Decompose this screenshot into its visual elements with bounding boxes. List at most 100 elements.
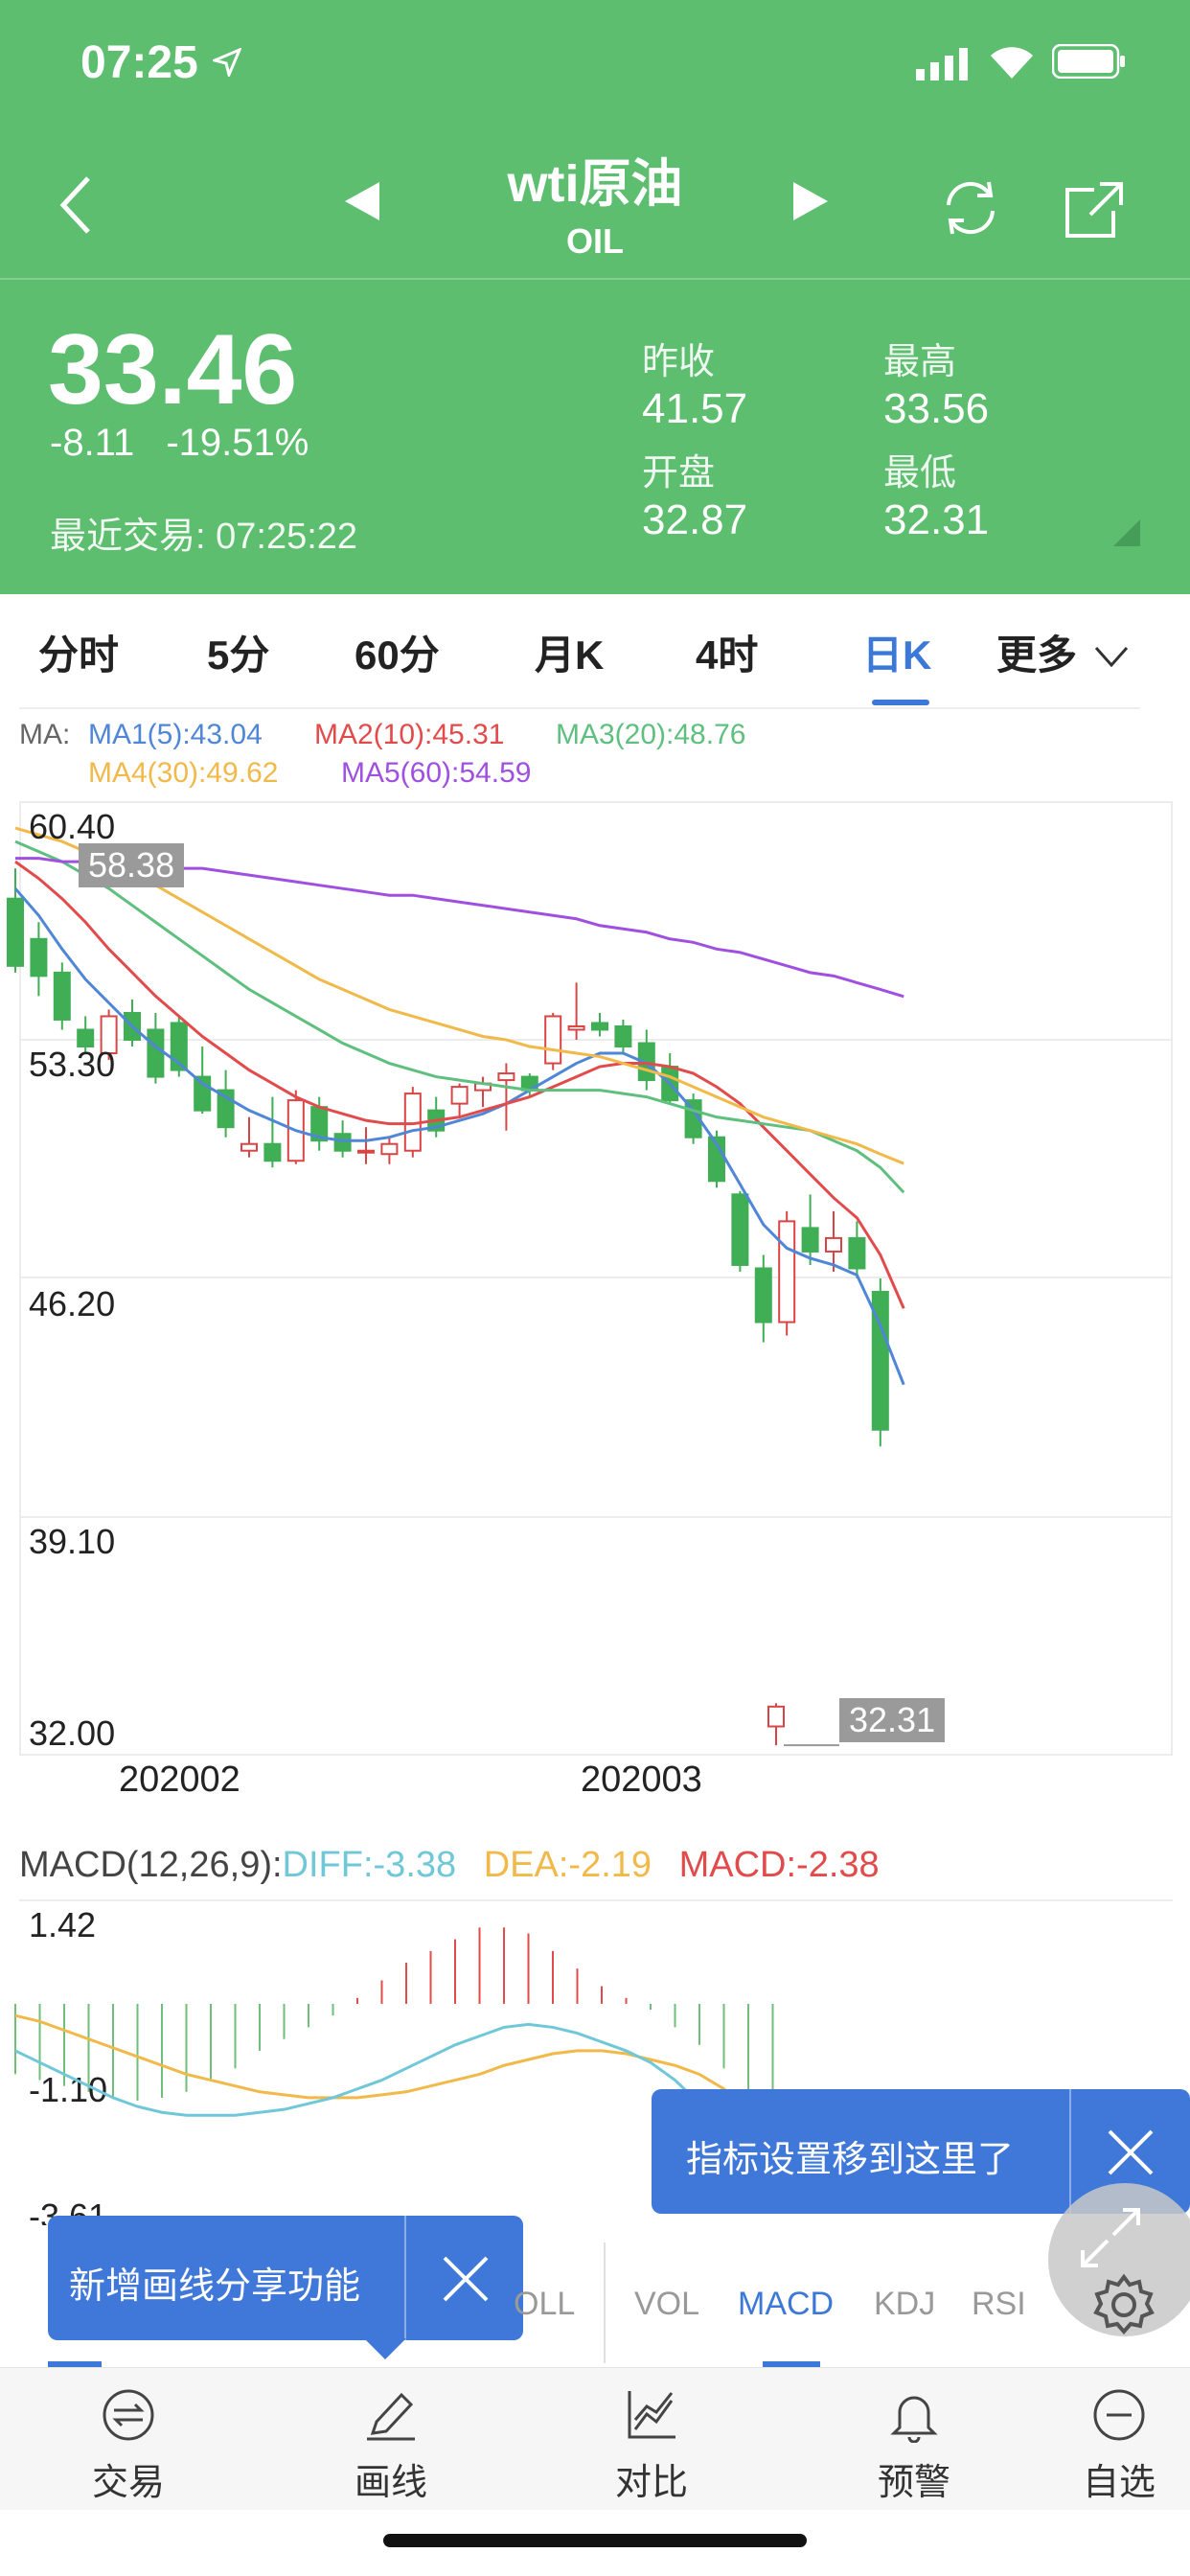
candle [614, 1024, 632, 1048]
kline-chart-frame[interactable] [19, 801, 1173, 1756]
nav-trade[interactable]: 交易 [52, 2387, 205, 2505]
dea-legend: DEA:-2.19 [483, 1845, 652, 1885]
candle [333, 1133, 352, 1152]
ma-line-1 [13, 887, 905, 1386]
y-axis-label: 39.10 [29, 1522, 116, 1561]
low-label: 最低 [883, 453, 957, 494]
last-trade-time: 最近交易: 07:25:22 [50, 517, 358, 557]
symbol-code: OIL [566, 221, 624, 261]
tab-5min[interactable]: 5分 [207, 632, 270, 678]
candle [754, 1267, 772, 1323]
ma2-legend: MA2(10):45.31 [314, 719, 505, 750]
dea-line [14, 2013, 774, 2134]
tooltip-divider [1069, 2089, 1071, 2214]
close-icon[interactable] [1106, 2128, 1156, 2177]
candle [170, 1022, 188, 1071]
candle [801, 1227, 819, 1253]
tab-timeshare[interactable]: 分时 [38, 632, 120, 678]
candle [240, 1142, 258, 1152]
ma1-legend: MA1(5):43.04 [88, 719, 263, 750]
expand-corner-icon[interactable] [1111, 518, 1142, 548]
macd-top-border [19, 1899, 1173, 1901]
next-symbol-icon[interactable] [791, 180, 832, 222]
y-axis-label: 60.40 [29, 807, 116, 846]
high-label: 最高 [883, 342, 957, 382]
grid-line [19, 1516, 1173, 1518]
header: 07:25 wti原油 OIL 33.46 -8.11 [0, 0, 1190, 594]
indicator-tab-macd[interactable]: MACD [738, 2286, 835, 2322]
tab-month-k[interactable]: 月K [535, 632, 605, 678]
open-value: 32.87 [642, 496, 748, 543]
minus-circle-icon [1093, 2389, 1145, 2441]
x-axis-label: 202003 [581, 1760, 702, 1800]
candle [848, 1236, 866, 1270]
nav-watchlist-label: 自选 [1082, 2463, 1156, 2503]
back-icon[interactable] [57, 174, 96, 236]
title-block: wti原油 OIL [0, 153, 1190, 263]
zoom-fab[interactable] [1048, 2183, 1190, 2336]
prev-symbol-icon[interactable] [341, 180, 381, 222]
change-value: -8.11 [50, 422, 135, 464]
new-draw-share-text: 新增画线分享功能 [69, 2266, 361, 2307]
candle [871, 1291, 889, 1431]
diff-legend: DIFF:-3.38 [282, 1845, 457, 1885]
indicator-moved-text: 指标设置移到这里了 [686, 2140, 1015, 2180]
low-marker-tag: 32.31 [839, 1698, 946, 1742]
new-draw-share-tooltip: 新增画线分享功能 [48, 2216, 523, 2359]
diff-line [14, 2022, 774, 2203]
left-tab-indicator [48, 2361, 102, 2367]
nav-compare-label: 对比 [614, 2463, 688, 2503]
nav-alert[interactable]: 预警 [837, 2387, 991, 2505]
indicator-tab-boll[interactable]: OLL [514, 2286, 576, 2322]
expand-arrows-icon [1081, 2208, 1140, 2267]
candle [7, 897, 24, 967]
candle [567, 1024, 585, 1031]
tab-more[interactable]: 更多 [996, 623, 1131, 681]
nav-watchlist[interactable]: 自选 [1042, 2387, 1190, 2505]
share-icon[interactable] [1062, 176, 1125, 240]
kline-svg [7, 826, 905, 1747]
tab-60min[interactable]: 60分 [355, 632, 440, 678]
trade-icon [103, 2389, 154, 2441]
grid-line [19, 1276, 1173, 1278]
nav-compare[interactable]: 对比 [575, 2387, 728, 2505]
candle [591, 1022, 608, 1031]
grid-line [19, 1039, 1173, 1041]
macd-y-label: 1.42 [29, 1905, 97, 1944]
close-icon[interactable] [441, 2254, 491, 2304]
indicator-divider [604, 2242, 606, 2363]
macd-legend-prefix: MACD(12,26,9): [19, 1845, 283, 1885]
indicator-tab-kdj[interactable]: KDJ [874, 2286, 936, 2322]
candle [30, 937, 48, 978]
macd-svg [14, 1927, 774, 2203]
high-marker-tag: 58.38 [79, 843, 185, 887]
tab-more-label: 更多 [996, 632, 1078, 678]
refresh-icon[interactable] [939, 176, 1002, 240]
nav-alert-label: 预警 [877, 2463, 950, 2503]
symbol-title: wti原油 [507, 155, 683, 213]
ma-legend-prefix: MA: [19, 719, 71, 750]
tab-day-k[interactable]: 日K [862, 632, 932, 678]
candle [77, 1028, 95, 1048]
pencil-icon [367, 2392, 415, 2441]
chevron-down-icon [1094, 647, 1128, 668]
candle [380, 1142, 399, 1156]
candle [497, 1072, 515, 1082]
tab-4h[interactable]: 4时 [696, 632, 759, 678]
indicator-tab-rsi[interactable]: RSI [972, 2286, 1026, 2322]
indicator-tab-vol[interactable]: VOL [634, 2286, 700, 2322]
y-axis-label: 46.20 [29, 1284, 116, 1323]
current-price: 33.46 [48, 314, 298, 426]
location-arrow-icon [213, 48, 241, 77]
candle [53, 971, 71, 1021]
candle [100, 1015, 118, 1055]
nav-draw-label: 画线 [354, 2463, 427, 2503]
compare-chart-icon [628, 2391, 675, 2439]
tooltip-divider [404, 2216, 406, 2340]
prev-close-value: 41.57 [642, 385, 748, 432]
candle [778, 1220, 796, 1323]
ma5-legend: MA5(60):54.59 [341, 757, 532, 789]
gear-icon[interactable] [1092, 2273, 1156, 2336]
macd-legend: MACD(12,26,9):DIFF:-3.38 DEA:-2.19 MACD:… [19, 1845, 880, 1886]
nav-draw[interactable]: 画线 [314, 2387, 468, 2505]
